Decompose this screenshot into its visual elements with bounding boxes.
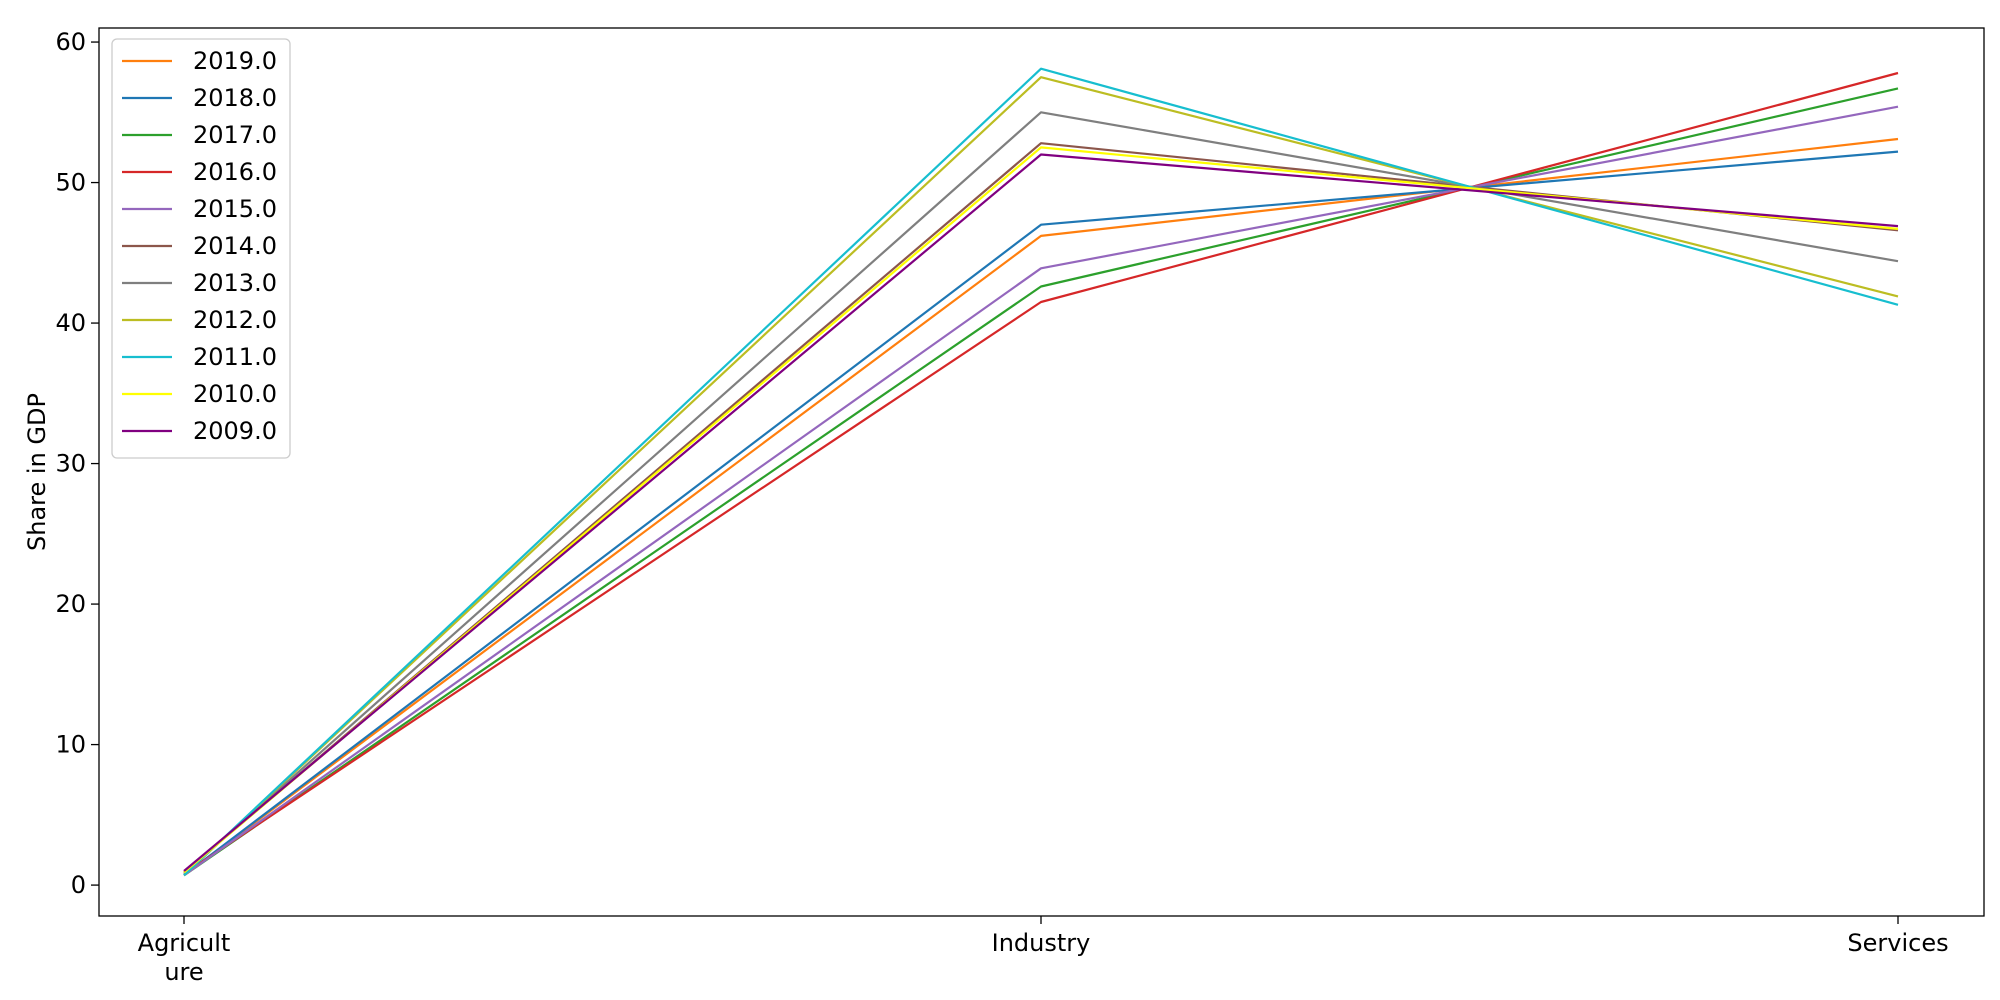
series-line-9 — [183, 146, 1899, 874]
x-tick-label: Industry — [992, 929, 1091, 957]
series-line-7 — [183, 76, 1899, 877]
legend-label: 2011.0 — [193, 343, 277, 371]
series-line-2 — [183, 87, 1899, 877]
legend-label: 2013.0 — [193, 269, 277, 297]
legend-label: 2019.0 — [193, 47, 277, 75]
plot-lines — [183, 67, 1899, 877]
y-tick-label: 40 — [55, 309, 86, 337]
legend-label: 2017.0 — [193, 121, 277, 149]
y-tick-label: 60 — [55, 28, 86, 56]
legend-label: 2015.0 — [193, 195, 277, 223]
series-line-5 — [183, 142, 1899, 874]
legend-label: 2014.0 — [193, 232, 277, 260]
y-axis: 0 10 20 30 40 50 60 — [55, 28, 99, 899]
series-line-1 — [183, 150, 1899, 877]
x-tick-label: Services — [1847, 929, 1948, 957]
y-tick-label: 20 — [55, 590, 86, 618]
y-axis-label: Share in GDP — [23, 393, 51, 551]
x-tick-label: Agricult — [138, 929, 231, 957]
legend: 2019.0 2018.0 2017.0 2016.0 2015.0 2014.0 2013… — [111, 38, 291, 459]
legend-label: 2012.0 — [193, 306, 277, 334]
series-line-10 — [183, 153, 1899, 872]
series-line-3 — [183, 71, 1899, 875]
legend-label: 2016.0 — [193, 158, 277, 186]
y-tick-label: 0 — [71, 871, 86, 899]
series-line-8 — [183, 67, 1899, 877]
x-tick-label-line2: ure — [164, 958, 203, 986]
series-line-4 — [183, 105, 1899, 877]
y-tick-label: 10 — [55, 731, 86, 759]
series-line-6 — [183, 111, 1899, 875]
legend-label: 2009.0 — [193, 417, 277, 445]
legend-label: 2010.0 — [193, 380, 277, 408]
y-tick-label: 30 — [55, 450, 86, 478]
legend-box — [111, 38, 291, 459]
y-tick-label: 50 — [55, 169, 86, 197]
series-line-0 — [183, 137, 1899, 877]
legend-label: 2018.0 — [193, 84, 277, 112]
